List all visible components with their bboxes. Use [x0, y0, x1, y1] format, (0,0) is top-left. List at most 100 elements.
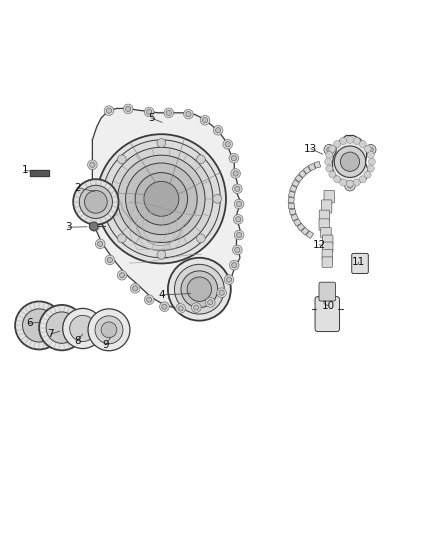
Circle shape [118, 155, 205, 243]
Bar [288, 191, 295, 198]
Circle shape [133, 286, 138, 291]
Circle shape [117, 155, 126, 164]
FancyBboxPatch shape [319, 282, 336, 301]
Text: 11: 11 [352, 257, 365, 267]
Circle shape [187, 277, 212, 302]
Circle shape [124, 104, 133, 114]
Bar [303, 166, 311, 174]
FancyBboxPatch shape [352, 253, 368, 273]
Bar [297, 223, 305, 231]
FancyBboxPatch shape [322, 257, 332, 268]
Circle shape [233, 184, 242, 193]
FancyBboxPatch shape [322, 242, 333, 252]
Circle shape [364, 146, 371, 152]
Circle shape [329, 146, 336, 152]
Circle shape [329, 171, 336, 178]
Circle shape [157, 251, 166, 259]
Circle shape [97, 134, 226, 263]
Circle shape [232, 263, 237, 268]
Circle shape [147, 109, 152, 115]
Circle shape [359, 176, 366, 183]
Text: 13: 13 [304, 143, 317, 154]
Circle shape [120, 272, 125, 278]
Circle shape [88, 181, 97, 190]
FancyBboxPatch shape [319, 219, 329, 230]
Circle shape [340, 179, 347, 186]
Circle shape [95, 239, 105, 248]
Polygon shape [30, 169, 49, 176]
Circle shape [22, 309, 56, 342]
Circle shape [235, 247, 240, 253]
Circle shape [367, 151, 374, 158]
Circle shape [215, 128, 221, 133]
Bar [289, 209, 296, 215]
Circle shape [326, 151, 333, 158]
Text: 8: 8 [74, 336, 81, 346]
Polygon shape [92, 108, 240, 309]
Circle shape [110, 147, 213, 251]
Circle shape [233, 245, 242, 255]
Bar [293, 219, 301, 226]
Circle shape [347, 183, 353, 188]
Bar [306, 231, 314, 238]
Circle shape [223, 140, 233, 149]
Circle shape [176, 304, 185, 313]
Text: 12: 12 [313, 240, 326, 249]
FancyBboxPatch shape [321, 200, 332, 213]
Circle shape [126, 163, 197, 235]
Circle shape [234, 199, 244, 209]
Circle shape [101, 195, 110, 203]
Circle shape [208, 300, 213, 305]
Circle shape [106, 108, 112, 113]
Circle shape [79, 185, 113, 219]
Circle shape [325, 158, 332, 165]
Bar [299, 170, 307, 178]
Text: 4: 4 [159, 290, 166, 300]
Circle shape [200, 116, 210, 125]
FancyBboxPatch shape [319, 210, 330, 222]
Circle shape [157, 139, 166, 147]
Circle shape [181, 271, 218, 308]
Circle shape [145, 295, 154, 304]
Circle shape [235, 186, 240, 191]
Circle shape [131, 284, 140, 293]
Circle shape [213, 125, 223, 135]
Bar [301, 228, 309, 235]
Bar [292, 180, 300, 187]
FancyBboxPatch shape [322, 235, 333, 245]
Circle shape [90, 204, 95, 209]
Circle shape [166, 110, 171, 116]
Circle shape [90, 183, 95, 188]
Circle shape [345, 181, 355, 191]
Circle shape [90, 162, 95, 167]
Circle shape [202, 118, 208, 123]
Circle shape [178, 306, 183, 311]
Circle shape [234, 230, 244, 240]
Circle shape [186, 111, 191, 117]
Circle shape [226, 277, 232, 282]
Circle shape [46, 312, 78, 343]
Circle shape [145, 107, 154, 117]
Circle shape [39, 305, 85, 350]
Circle shape [231, 156, 237, 161]
Circle shape [367, 165, 374, 172]
Circle shape [229, 154, 239, 163]
Circle shape [104, 106, 114, 116]
Polygon shape [332, 135, 368, 183]
Text: 9: 9 [102, 340, 109, 350]
Circle shape [237, 201, 242, 207]
Circle shape [15, 302, 63, 350]
Text: 10: 10 [321, 301, 335, 311]
Circle shape [85, 190, 107, 213]
Circle shape [340, 138, 347, 144]
Circle shape [101, 322, 117, 338]
Circle shape [205, 297, 215, 307]
Text: 7: 7 [48, 329, 54, 339]
Text: 3: 3 [65, 222, 72, 232]
Circle shape [219, 290, 224, 295]
Circle shape [233, 215, 243, 224]
Circle shape [197, 234, 205, 243]
Circle shape [73, 179, 119, 224]
Circle shape [327, 147, 332, 152]
Circle shape [213, 195, 222, 203]
